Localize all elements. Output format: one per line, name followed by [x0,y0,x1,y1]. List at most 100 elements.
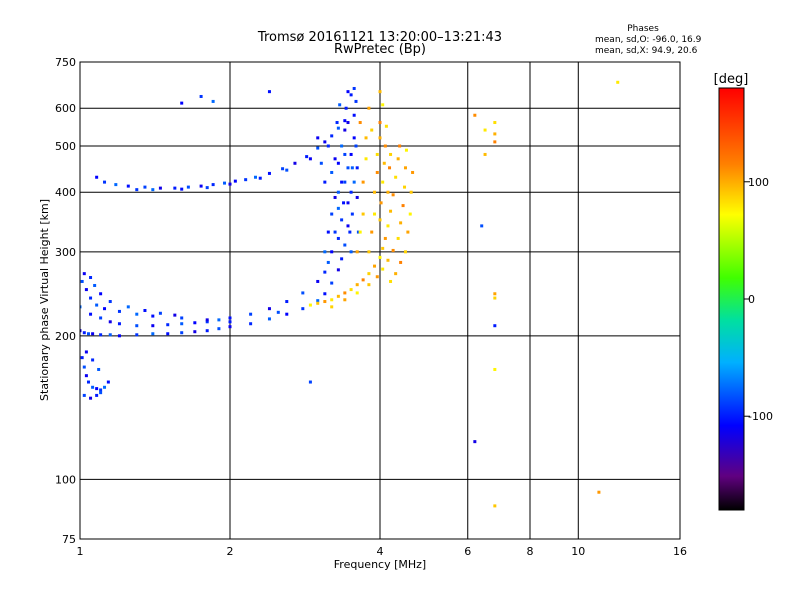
data-point-x [493,292,497,296]
data-point-o [151,188,155,192]
data-point-o [343,152,347,156]
data-point-x [616,80,620,84]
data-point-o [95,303,99,307]
colorbar [718,87,745,511]
data-point-x [404,148,408,152]
data-point-o [480,224,484,228]
data-point-o [344,106,348,110]
stats-o-mode: mean, sd,O: -96.0, 16.9 [595,35,702,45]
data-point-o [335,121,339,125]
data-point-x [379,201,383,205]
data-point-x [493,296,497,300]
data-point-o [346,166,350,170]
data-point-o [80,305,82,309]
data-point-o [336,126,340,130]
data-point-o [211,99,215,103]
data-point-o [355,166,359,170]
data-point-x [383,236,387,240]
data-point-o [103,385,107,389]
data-point-o [89,312,93,316]
x-axis-label: Frequency [MHz] [334,558,426,571]
data-point-x [411,170,415,174]
data-point-o [151,332,155,336]
data-point-x [493,504,497,508]
data-point-o [86,332,90,336]
data-point-o [166,332,170,336]
data-point-o [80,329,82,333]
data-point-o [473,440,477,444]
data-point-x [375,152,379,156]
data-point-o [326,230,330,234]
data-point-o [493,324,497,328]
data-point-o [180,322,184,326]
data-point-o [346,224,350,228]
data-point-x [408,212,412,216]
data-point-o [343,243,347,247]
data-point-o [285,312,289,316]
data-point-x [384,124,388,128]
stats-x-mode: mean, sd,X: 94.9, 20.6 [595,46,698,56]
data-point-x [388,166,392,170]
data-point-x [370,230,374,234]
x-tick-labels: 1 2 4 6 8 10 16 [77,545,688,558]
chart-subtitle: RwPretec (Bp) [334,42,426,57]
data-point-x [403,250,407,254]
data-point-o [336,161,340,165]
data-point-x [367,272,371,276]
data-point-o [340,180,344,184]
data-point-x [401,204,405,208]
data-point-o [330,212,334,216]
data-point-x [375,170,379,174]
y-tick-label: 500 [55,140,76,153]
data-point-x [391,248,395,252]
data-point-o [82,331,86,335]
x-tick-label: 6 [464,545,471,558]
data-point-o [316,146,320,150]
data-point-o [95,175,99,179]
data-point-o [135,188,139,192]
y-tick-label: 300 [55,246,76,259]
data-point-x [597,490,601,494]
data-point-x [389,279,393,283]
data-point-o [135,324,139,328]
data-point-x [493,140,497,144]
data-point-x [330,305,334,309]
data-point-o [117,322,121,326]
data-point-x [355,250,359,254]
data-point-o [352,136,356,140]
data-point-o [99,316,103,320]
stats-heading: Phases [627,24,659,34]
data-point-x [373,190,377,194]
data-point-x [361,180,365,184]
data-point-o [135,312,139,316]
data-point-x [336,294,340,298]
data-point-x [358,230,362,234]
y-tick-label: 400 [55,186,76,199]
data-point-o [267,171,271,175]
data-point-o [340,144,344,148]
colorbar-ticks: 100 0 -100 [744,176,773,423]
data-point-x [396,236,400,240]
data-point-o [249,312,253,316]
colorbar-label: [deg] [714,72,749,87]
data-point-o [166,323,170,327]
data-point-o [316,136,320,140]
data-point-x [403,185,407,189]
data-point-o [244,178,248,182]
data-point-o [228,182,232,186]
data-point-x [349,288,353,292]
data-point-o [199,94,203,98]
data-point-o [99,333,103,337]
x-tick-label: 2 [227,545,234,558]
data-point-o [346,121,350,125]
data-point-o [349,190,353,194]
chart-title: Tromsø 20161121 13:20:00–13:21:43 [257,30,502,45]
data-point-o [349,250,353,254]
data-point-x [381,246,385,250]
data-point-o [253,175,257,179]
data-point-o [336,190,340,194]
data-point-o [355,195,359,199]
colorbar-tick-label: -100 [748,410,773,423]
y-tick-label: 75 [62,533,76,546]
data-point-o [93,283,97,287]
